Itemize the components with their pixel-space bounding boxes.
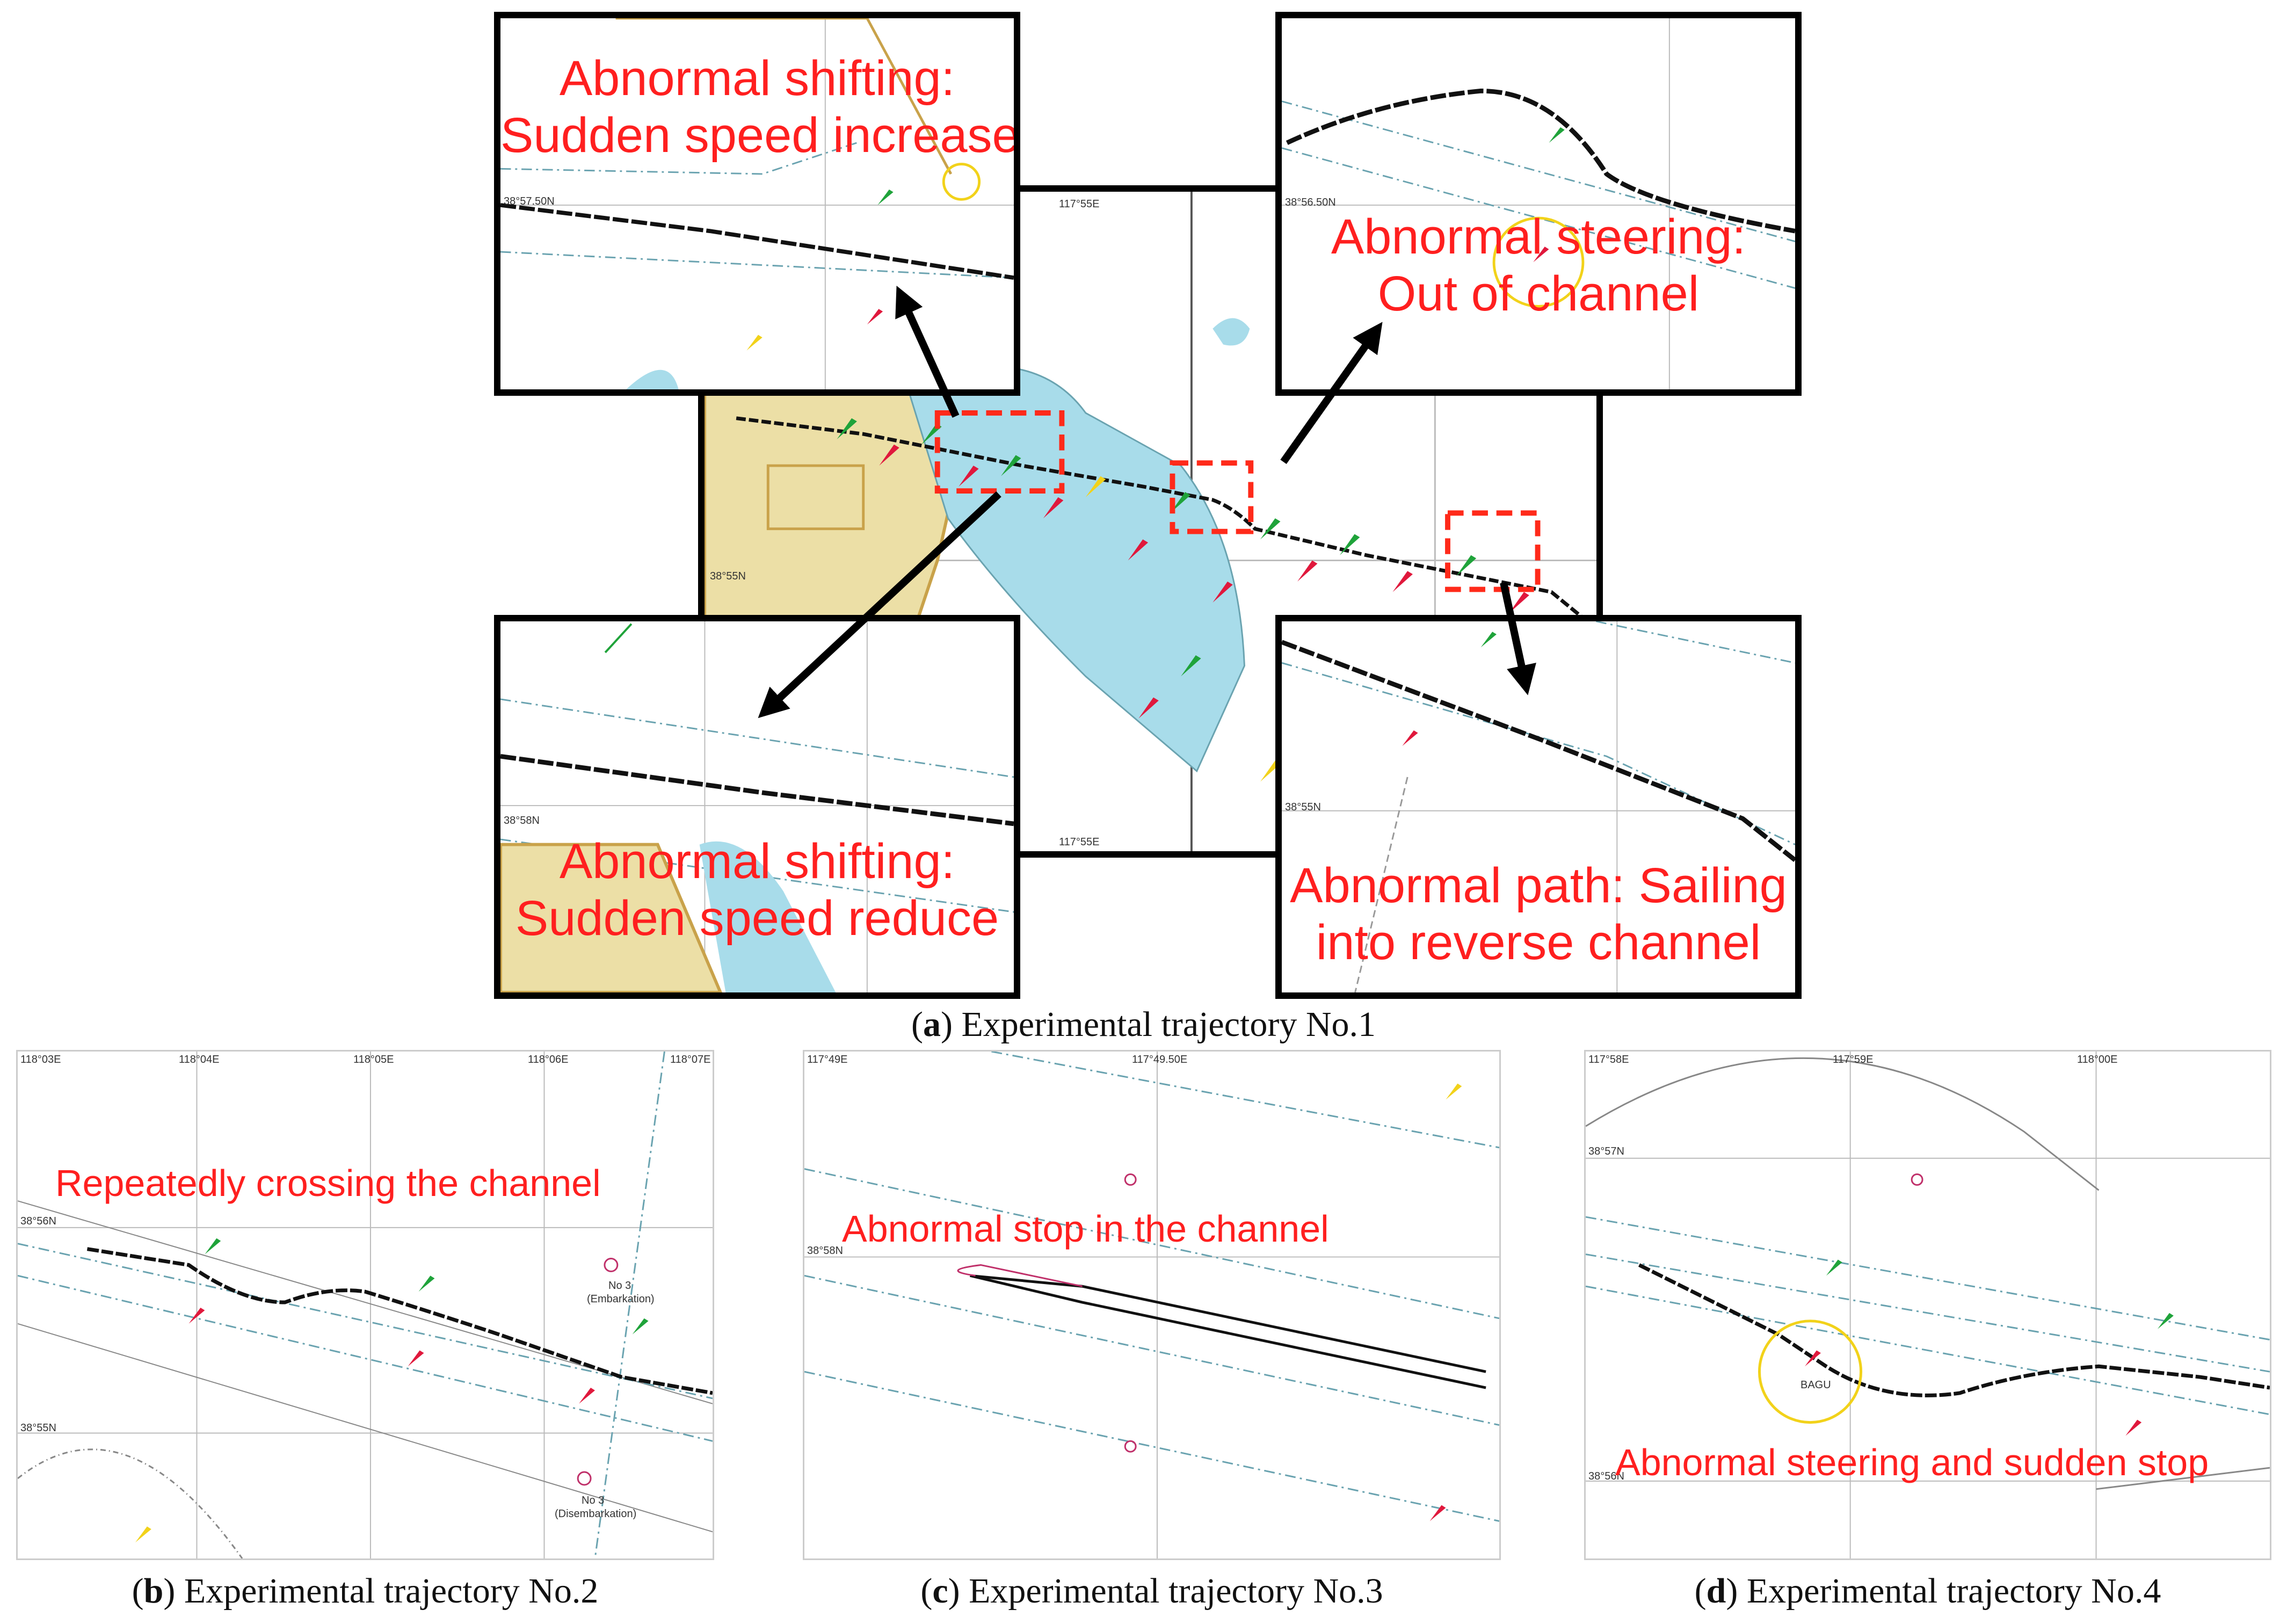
caption-a: (a) Experimental trajectory No.1 (911, 1005, 1376, 1044)
annotation-out-of-channel: Abnormal steering: Out of channel (1282, 209, 1795, 323)
chart-b-graphic (18, 1052, 713, 1558)
caption-d-text: Experimental trajectory No.4 (1746, 1571, 2161, 1611)
annotation-b: Repeatedly crossing the channel (55, 1162, 601, 1204)
inset-reverse-channel: 38°55N Abnormal path: Sailing into rever… (1275, 615, 1802, 999)
caption-d: (d) Experimental trajectory No.4 (1694, 1571, 2161, 1611)
d-lon-1: 117°58E (1588, 1054, 1629, 1065)
b-lat-2: 38°55N (20, 1422, 56, 1434)
c-lon-2: 117°49.50E (1132, 1054, 1188, 1065)
c-lon-1: 117°49E (807, 1054, 848, 1065)
annotation-reverse-channel-line2: into reverse channel (1316, 915, 1761, 970)
inset-out-of-channel: 38°56.50N Abnormal steering: Out of chan… (1275, 12, 1802, 396)
inset3-lat-label: 38°58N (504, 815, 540, 827)
caption-c-letter: c (932, 1571, 948, 1611)
caption-d-letter: d (1706, 1571, 1726, 1611)
d-lon-2: 117°59E (1833, 1054, 1874, 1065)
inset-speed-reduce: 38°58N Abnormal shifting: Sudden speed r… (494, 615, 1020, 999)
annotation-speed-reduce: Abnormal shifting: Sudden speed reduce (500, 833, 1014, 947)
c-lat-1: 38°58N (807, 1245, 843, 1257)
annotation-c: Abnormal stop in the channel (842, 1208, 1329, 1250)
b-lon-5: 118°07E (670, 1054, 711, 1065)
caption-b-letter: b (143, 1571, 164, 1611)
main-lon-label-top: 117°55E (1059, 198, 1100, 210)
d-lat-2: 38°56N (1588, 1470, 1624, 1482)
b-lon-2: 118°04E (179, 1054, 220, 1065)
inset4-lat-label: 38°55N (1285, 801, 1321, 813)
b-lon-4: 118°06E (528, 1054, 569, 1065)
annotation-speed-reduce-line2: Sudden speed reduce (515, 890, 999, 946)
d-lon-3: 118°00E (2077, 1054, 2118, 1065)
chart-panel-d: 117°58E 117°59E 118°00E 38°57N 38°56N BA… (1584, 1050, 2271, 1560)
inset-reverse-channel-graphic (1282, 621, 1795, 992)
b-place-1: No 3 (608, 1280, 631, 1292)
chart-panel-c: 117°49E 117°49.50E 38°58N Abnormal stop … (803, 1050, 1501, 1560)
chart-c-graphic (804, 1052, 1499, 1558)
annotation-out-of-channel-line1: Abnormal steering: (1331, 209, 1746, 264)
caption-c-text: Experimental trajectory No.3 (969, 1571, 1383, 1611)
caption-b: (b) Experimental trajectory No.2 (132, 1571, 599, 1611)
caption-a-text: Experimental trajectory No.1 (961, 1005, 1376, 1044)
b-place-4: (Disembarkation) (555, 1508, 637, 1520)
main-lon-label-bottom: 117°55E (1059, 836, 1100, 848)
caption-c: (c) Experimental trajectory No.3 (920, 1571, 1383, 1611)
d-lat-1: 38°57N (1588, 1146, 1624, 1157)
annotation-reverse-channel-line1: Abnormal path: Sailing (1290, 858, 1787, 913)
inset1-lat-label: 38°57.50N (504, 195, 555, 207)
b-place-3: No 3 (582, 1495, 605, 1506)
annotation-speed-increase: Abnormal shifting: Sudden speed increase (500, 50, 1014, 164)
annotation-reverse-channel: Abnormal path: Sailing into reverse chan… (1282, 858, 1795, 972)
annotation-speed-increase-line2: Sudden speed increase (500, 107, 1020, 163)
main-lat-label: 38°55N (710, 570, 746, 582)
inset-speed-increase: 38°57.50N Abnormal shifting: Sudden spee… (494, 12, 1020, 396)
annotation-d: Abnormal steering and sudden stop (1615, 1441, 2209, 1483)
annotation-out-of-channel-line2: Out of channel (1377, 266, 1700, 321)
caption-b-text: Experimental trajectory No.2 (184, 1571, 599, 1611)
d-place-1: BAGU (1800, 1379, 1831, 1391)
inset2-lat-label: 38°56.50N (1285, 197, 1336, 208)
annotation-speed-increase-line1: Abnormal shifting: (559, 51, 955, 106)
inset-speed-reduce-graphic (500, 621, 1014, 992)
b-lat-1: 38°56N (20, 1215, 56, 1227)
caption-a-letter: a (923, 1005, 941, 1044)
annotation-speed-reduce-line1: Abnormal shifting: (559, 834, 955, 889)
inset-speed-increase-graphic (500, 18, 1014, 389)
b-place-2: (Embarkation) (587, 1293, 655, 1305)
chart-d-graphic (1586, 1052, 2270, 1558)
inset-out-of-channel-graphic (1282, 18, 1795, 389)
chart-panel-b: 118°03E 118°04E 118°05E 118°06E 118°07E … (16, 1050, 714, 1560)
b-lon-1: 118°03E (20, 1054, 61, 1065)
b-lon-3: 118°05E (353, 1054, 394, 1065)
